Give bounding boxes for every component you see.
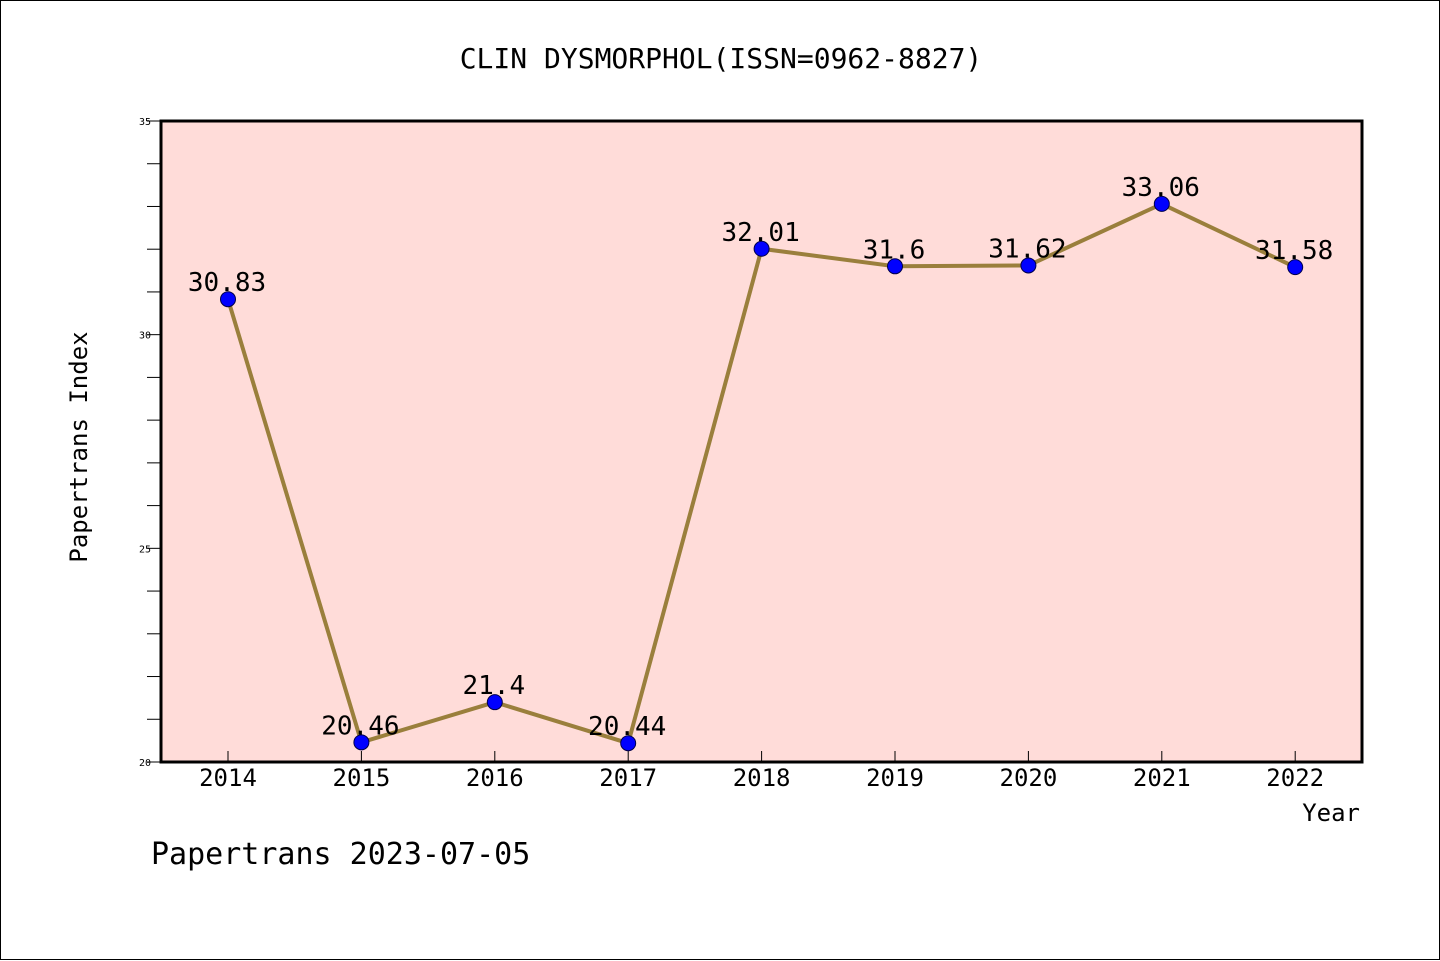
data-labels: 30.83 20.46 21.4 20.44 32.01 31.6 31.62 33.06 31… [188, 173, 1333, 742]
data-label: 21.4 [462, 671, 525, 701]
x-tick-label: 2021 [1133, 764, 1191, 792]
x-tick-label: 2016 [466, 764, 524, 792]
data-point [1153, 195, 1170, 212]
data-label: 30.83 [188, 268, 266, 298]
data-label: 31.58 [1255, 236, 1333, 266]
y-tick-label: 35 [139, 117, 151, 128]
y-tick-label: 30 [139, 331, 151, 342]
data-point [220, 291, 236, 308]
data-point [1020, 257, 1037, 274]
data-label: 33.06 [1122, 173, 1200, 203]
data-label: 31.62 [988, 234, 1066, 264]
data-label: 32.01 [721, 218, 799, 248]
y-tick-label: 25 [139, 544, 151, 555]
data-point [486, 694, 503, 711]
x-tick-label: 2014 [199, 764, 257, 792]
data-point [620, 735, 637, 752]
x-tick-label: 2015 [333, 764, 391, 792]
y-axis-ticks: 20 25 30 35 [139, 117, 161, 769]
x-tick-label: 2020 [1000, 764, 1058, 792]
plot-area [161, 121, 1362, 762]
chart-title: CLIN DYSMORPHOL(ISSN=0962-8827) [460, 42, 983, 75]
data-point [887, 258, 903, 275]
x-tick-label: 2022 [1266, 764, 1324, 792]
data-label: 20.44 [588, 712, 666, 742]
data-point [353, 734, 370, 751]
x-axis-label: Year [1302, 799, 1360, 827]
data-label: 31.6 [863, 235, 926, 265]
y-tick-label: 20 [139, 758, 151, 769]
x-tick-label: 2017 [599, 764, 657, 792]
x-axis-ticks: 2014 2015 2016 2017 2018 2019 2020 2021 2022 [199, 751, 1324, 792]
data-point [1287, 259, 1304, 276]
plot-border [159, 119, 1364, 764]
data-label: 20.46 [321, 711, 399, 741]
footer-date-stamp: Papertrans 2023-07-05 [151, 837, 530, 872]
data-point [753, 240, 770, 257]
x-tick-label: 2019 [866, 764, 924, 792]
y-axis-label: Papertrans Index [65, 331, 93, 562]
x-tick-label: 2018 [733, 764, 791, 792]
data-series [220, 195, 1304, 752]
